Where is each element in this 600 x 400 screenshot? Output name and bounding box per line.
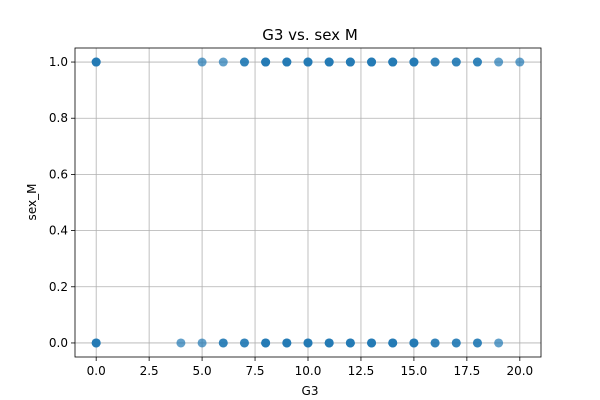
data-point <box>409 338 419 348</box>
x-tick-label: 5.0 <box>193 364 212 378</box>
data-point <box>197 338 207 348</box>
data-point <box>494 338 504 348</box>
data-point <box>388 57 398 67</box>
data-point <box>472 338 482 348</box>
data-point <box>367 57 377 67</box>
data-point <box>303 57 313 67</box>
data-point <box>345 57 355 67</box>
chart-title: G3 vs. sex M <box>262 26 358 44</box>
data-points <box>91 57 525 348</box>
data-point <box>451 338 461 348</box>
x-tick-label: 10.0 <box>295 364 322 378</box>
data-point <box>324 57 334 67</box>
y-tick-label: 0.4 <box>49 224 68 238</box>
data-point <box>282 338 292 348</box>
x-tick-label: 20.0 <box>506 364 533 378</box>
x-tick-label: 7.5 <box>245 364 264 378</box>
data-point <box>303 338 313 348</box>
data-point <box>367 338 377 348</box>
data-point <box>451 57 461 67</box>
data-point <box>239 338 249 348</box>
data-point <box>239 57 249 67</box>
data-point <box>409 57 419 67</box>
data-point <box>176 338 186 348</box>
y-tick-label: 0.8 <box>49 111 68 125</box>
y-axis-label: sex_M <box>25 184 39 221</box>
x-tick-label: 0.0 <box>87 364 106 378</box>
x-tick-label: 15.0 <box>401 364 428 378</box>
y-axis-ticks: 0.0 0.2 0.4 0.6 0.8 1.0 <box>49 55 75 350</box>
grid-lines <box>75 48 541 357</box>
x-axis-ticks: 0.0 2.5 5.0 7.5 10.0 12.5 15.0 17.5 20.0 <box>87 357 533 378</box>
data-point <box>91 57 101 67</box>
data-point <box>197 57 207 67</box>
data-point <box>345 338 355 348</box>
data-point <box>218 338 228 348</box>
data-point <box>430 338 440 348</box>
y-tick-label: 0.2 <box>49 280 68 294</box>
x-tick-label: 2.5 <box>140 364 159 378</box>
data-point <box>261 338 271 348</box>
data-point <box>388 338 398 348</box>
y-tick-label: 0.6 <box>49 167 68 181</box>
x-tick-label: 17.5 <box>454 364 481 378</box>
x-axis-label: G3 <box>302 384 319 398</box>
data-point <box>515 57 525 67</box>
y-tick-label: 0.0 <box>49 336 68 350</box>
data-point <box>282 57 292 67</box>
y-tick-label: 1.0 <box>49 55 68 69</box>
data-point <box>261 57 271 67</box>
data-point <box>324 338 334 348</box>
x-tick-label: 12.5 <box>348 364 375 378</box>
data-point <box>91 338 101 348</box>
data-point <box>218 57 228 67</box>
data-point <box>430 57 440 67</box>
data-point <box>494 57 504 67</box>
data-point <box>472 57 482 67</box>
